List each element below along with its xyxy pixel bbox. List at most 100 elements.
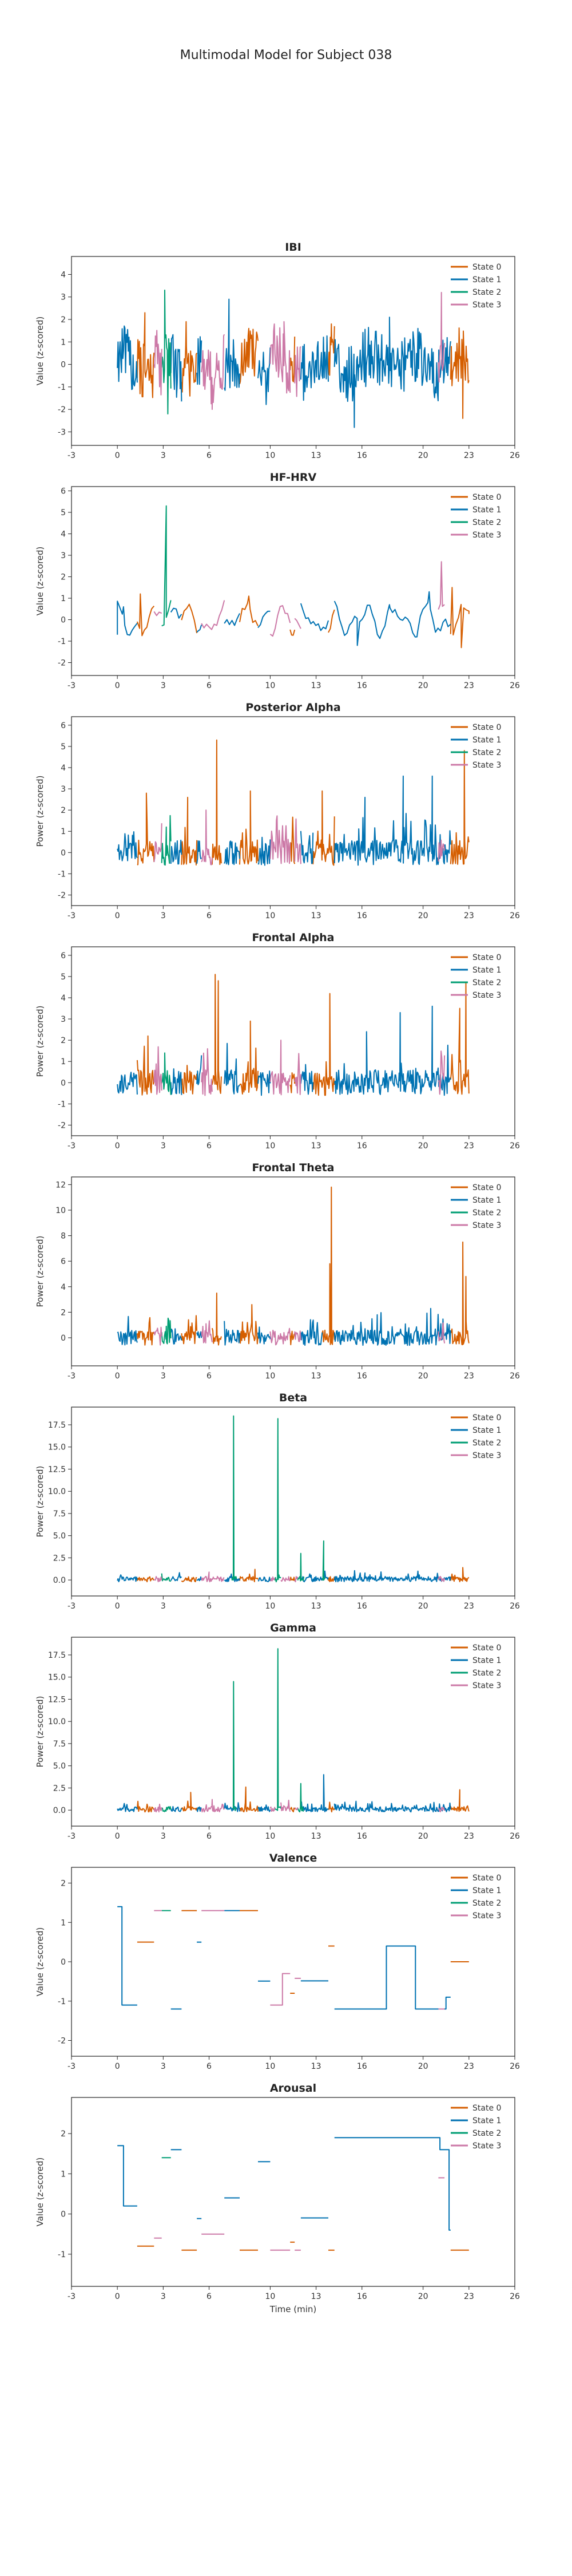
series-line-state-0 (321, 1186, 335, 1345)
y-tick-label: -1 (58, 1100, 66, 1109)
series-line-state-1 (333, 1307, 451, 1346)
series-line-state-1 (334, 2137, 451, 2231)
series-line-state-0 (239, 1020, 259, 1095)
y-tick-label: 7.5 (53, 1510, 66, 1519)
series-line-state-1 (300, 1064, 314, 1095)
x-tick-label: 3 (161, 2292, 166, 2301)
y-tick-label: 12.5 (48, 1465, 66, 1474)
series-line-state-1 (170, 334, 182, 402)
x-tick-label: 20 (418, 2062, 428, 2071)
series-line-state-0 (239, 790, 259, 865)
series-line-state-1 (117, 600, 138, 636)
series-line-state-3 (438, 1807, 446, 1812)
legend-label: State 3 (472, 991, 501, 1000)
x-tick-label: 3 (161, 1832, 166, 1841)
legend-label: State 1 (472, 505, 501, 515)
x-tick-label: 16 (357, 911, 367, 920)
legend-label: State 0 (472, 263, 501, 272)
series-line-state-2 (232, 1681, 237, 1811)
series-line-state-1 (170, 1572, 182, 1582)
y-tick-label: 5 (61, 508, 66, 517)
series-line-state-0 (239, 327, 259, 385)
legend-label: State 3 (472, 1911, 501, 1921)
legend-label: State 1 (472, 1886, 501, 1895)
x-tick-label: 20 (418, 451, 428, 460)
series-line-state-3 (153, 611, 162, 617)
series-line-state-1 (300, 831, 314, 864)
legend-label: State 2 (472, 2129, 501, 2138)
x-tick-label: 6 (206, 1141, 212, 1151)
series-line-state-1 (224, 1042, 240, 1095)
series-line-state-1 (224, 840, 240, 866)
x-tick-label: 16 (357, 681, 367, 690)
series-line-state-2 (161, 1317, 172, 1345)
legend-label: State 2 (472, 518, 501, 527)
series-line-state-1 (257, 347, 271, 405)
series-line-state-1 (196, 1576, 202, 1582)
legend: State 0 State 1 State 2 State 3 (451, 723, 501, 770)
x-tick-label: 20 (418, 2292, 428, 2301)
axes-frame (71, 1637, 515, 1827)
legend-label: State 2 (472, 1669, 501, 1678)
series-line-state-0 (136, 593, 155, 637)
panel-title: IBI (285, 241, 301, 254)
series-line-state-3 (153, 1046, 162, 1095)
series-line-state-0 (136, 1576, 154, 1583)
series-line-state-1 (117, 2145, 137, 2207)
series-line-state-0 (450, 1567, 470, 1582)
x-tick-label: 0 (115, 451, 120, 460)
series-line-state-1 (333, 317, 451, 428)
y-tick-label: 2 (61, 806, 66, 815)
series-line-state-0 (211, 974, 222, 1094)
series-lines (117, 505, 470, 649)
series-line-state-2 (161, 1052, 172, 1095)
legend-label: State 1 (472, 1656, 501, 1665)
series-line-state-3 (294, 346, 301, 397)
x-tick-label: 23 (464, 1141, 474, 1151)
y-tick-label: 0.0 (53, 1806, 66, 1815)
x-tick-label: 16 (357, 1602, 367, 1611)
series-line-state-1 (224, 1802, 240, 1812)
y-tick-label: 4 (61, 1283, 66, 1292)
x-tick-label: 20 (418, 1832, 428, 1841)
x-tick-label: 0 (115, 681, 120, 690)
x-tick-label: 16 (357, 451, 367, 460)
series-line-state-3 (269, 1327, 291, 1346)
x-tick-label: 0 (115, 1832, 120, 1841)
x-tick-label: 26 (510, 2292, 520, 2301)
y-tick-label: 10.0 (48, 1717, 66, 1726)
y-tick-label: 10 (55, 1206, 66, 1215)
series-line-state-2 (231, 1415, 237, 1581)
series-lines (117, 1648, 470, 1813)
series-line-state-1 (117, 1803, 138, 1812)
y-tick-label: 0 (61, 1078, 66, 1088)
x-tick-label: 16 (357, 1832, 367, 1841)
series-line-state-1 (196, 336, 202, 385)
x-tick-label: -3 (67, 911, 76, 920)
series-line-state-1 (257, 1070, 271, 1096)
y-axis-label: Power (z-scored) (35, 1006, 45, 1077)
series-line-state-3 (269, 605, 291, 637)
legend-label: State 1 (472, 275, 501, 285)
series-line-state-0 (239, 595, 259, 626)
panel-title: Posterior Alpha (245, 701, 340, 714)
series-line-state-1 (196, 1806, 202, 1812)
y-axis-label: Value (z-scored) (35, 1927, 45, 1997)
y-tick-label: 1 (61, 1918, 66, 1927)
y-tick-label: -1 (58, 1997, 66, 2006)
panel-beta: Beta -3 0 3 6 10 13 16 20 23 26 0.0 2.5 5.0 7.5 10.0 12.… (35, 1392, 520, 1611)
series-line-state-0 (328, 323, 335, 376)
x-tick-label: 10 (265, 681, 275, 690)
series-line-state-0 (136, 1317, 155, 1346)
x-tick-label: -3 (67, 2062, 76, 2071)
x-tick-label: 26 (510, 681, 520, 690)
panel-gamma: Gamma -3 0 3 6 10 13 16 20 23 26 0.0 2.5 5.0 7.5 10.0 12… (35, 1622, 520, 1841)
x-tick-label: 6 (206, 2062, 212, 2071)
series-line-state-1 (300, 335, 329, 401)
panel-title: Beta (279, 1392, 307, 1404)
y-tick-label: 12 (55, 1180, 66, 1190)
legend-label: State 3 (472, 301, 501, 310)
y-tick-label: 1 (61, 594, 66, 603)
x-tick-label: 13 (311, 1141, 321, 1151)
